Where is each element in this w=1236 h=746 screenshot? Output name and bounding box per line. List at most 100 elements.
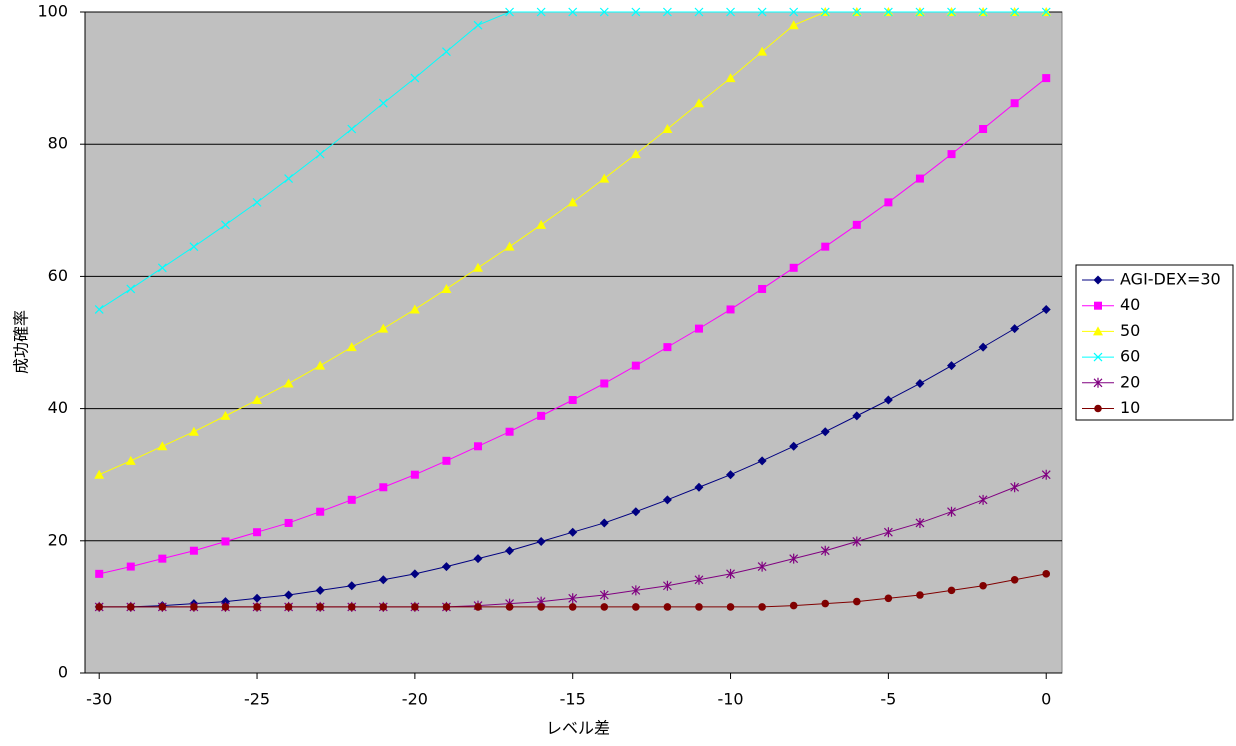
marker bbox=[852, 536, 862, 547]
marker bbox=[915, 7, 925, 17]
x-tick-label: -15 bbox=[560, 690, 586, 709]
marker bbox=[631, 507, 641, 517]
marker bbox=[568, 7, 578, 17]
marker bbox=[253, 528, 262, 537]
marker bbox=[726, 305, 735, 314]
x-tick-label: -10 bbox=[717, 690, 743, 709]
marker bbox=[505, 7, 515, 17]
marker bbox=[1093, 352, 1103, 362]
marker bbox=[758, 284, 767, 293]
marker bbox=[821, 599, 830, 608]
legend-label: 10 bbox=[1120, 398, 1140, 417]
marker bbox=[1010, 7, 1020, 17]
marker bbox=[726, 470, 736, 480]
marker bbox=[537, 603, 545, 611]
marker bbox=[284, 603, 293, 611]
marker bbox=[947, 506, 956, 517]
marker bbox=[726, 7, 735, 17]
x-tick-label: -25 bbox=[244, 690, 270, 709]
marker bbox=[537, 411, 546, 420]
marker bbox=[694, 7, 704, 17]
marker bbox=[410, 73, 420, 83]
marker bbox=[1041, 469, 1051, 480]
legend-label: 20 bbox=[1120, 372, 1140, 391]
marker bbox=[599, 173, 610, 183]
marker bbox=[283, 378, 294, 388]
marker bbox=[631, 7, 641, 17]
marker bbox=[410, 569, 420, 579]
marker bbox=[600, 379, 609, 388]
y-tick-label: 0 bbox=[58, 663, 68, 682]
marker bbox=[852, 220, 861, 229]
marker bbox=[189, 546, 198, 555]
marker bbox=[568, 593, 578, 604]
y-tick-label: 20 bbox=[48, 530, 68, 549]
marker bbox=[474, 603, 482, 611]
marker bbox=[253, 603, 261, 611]
marker bbox=[505, 427, 514, 436]
marker bbox=[1010, 324, 1020, 334]
marker bbox=[505, 603, 514, 611]
marker bbox=[252, 593, 262, 603]
marker bbox=[221, 220, 230, 230]
marker bbox=[568, 527, 578, 537]
marker bbox=[757, 46, 768, 56]
y-tick-label: 80 bbox=[48, 134, 68, 153]
marker bbox=[631, 361, 640, 370]
marker bbox=[757, 561, 767, 572]
marker bbox=[158, 554, 167, 563]
y-tick-label: 60 bbox=[48, 266, 68, 285]
marker bbox=[599, 7, 609, 17]
marker bbox=[94, 305, 104, 314]
marker bbox=[126, 603, 135, 611]
marker bbox=[1093, 377, 1103, 388]
marker bbox=[979, 124, 988, 133]
marker bbox=[379, 483, 388, 492]
marker bbox=[284, 590, 294, 600]
marker bbox=[473, 262, 484, 272]
marker bbox=[442, 456, 451, 465]
marker bbox=[568, 396, 577, 405]
marker bbox=[632, 603, 640, 611]
marker bbox=[409, 304, 420, 314]
marker bbox=[505, 546, 515, 556]
marker bbox=[378, 323, 389, 333]
marker bbox=[284, 518, 293, 527]
marker bbox=[346, 342, 357, 352]
marker bbox=[853, 597, 861, 606]
legend-box bbox=[1075, 264, 1234, 421]
marker bbox=[916, 591, 924, 599]
marker bbox=[157, 263, 167, 273]
marker bbox=[252, 197, 262, 207]
marker bbox=[441, 562, 451, 572]
marker bbox=[694, 574, 704, 585]
marker bbox=[125, 455, 136, 465]
marker bbox=[631, 585, 641, 596]
marker bbox=[1093, 326, 1103, 336]
marker bbox=[221, 537, 230, 546]
marker bbox=[852, 7, 862, 17]
marker bbox=[1010, 482, 1020, 493]
marker bbox=[95, 569, 104, 578]
marker bbox=[536, 536, 546, 546]
marker bbox=[789, 441, 799, 451]
marker bbox=[378, 98, 388, 108]
marker bbox=[1041, 7, 1051, 17]
marker bbox=[1094, 404, 1102, 413]
marker bbox=[315, 149, 325, 159]
legend-label: AGI-DEX=30 bbox=[1120, 270, 1221, 289]
marker bbox=[411, 603, 419, 611]
marker bbox=[757, 456, 767, 466]
x-tick-label: -30 bbox=[86, 690, 112, 709]
legend-label: 50 bbox=[1120, 321, 1140, 340]
marker bbox=[915, 174, 924, 183]
marker bbox=[947, 7, 956, 17]
marker bbox=[726, 568, 735, 579]
marker bbox=[347, 124, 357, 134]
marker bbox=[788, 20, 799, 30]
marker bbox=[315, 585, 325, 595]
marker bbox=[883, 527, 893, 538]
marker bbox=[315, 360, 326, 370]
marker bbox=[252, 395, 263, 405]
